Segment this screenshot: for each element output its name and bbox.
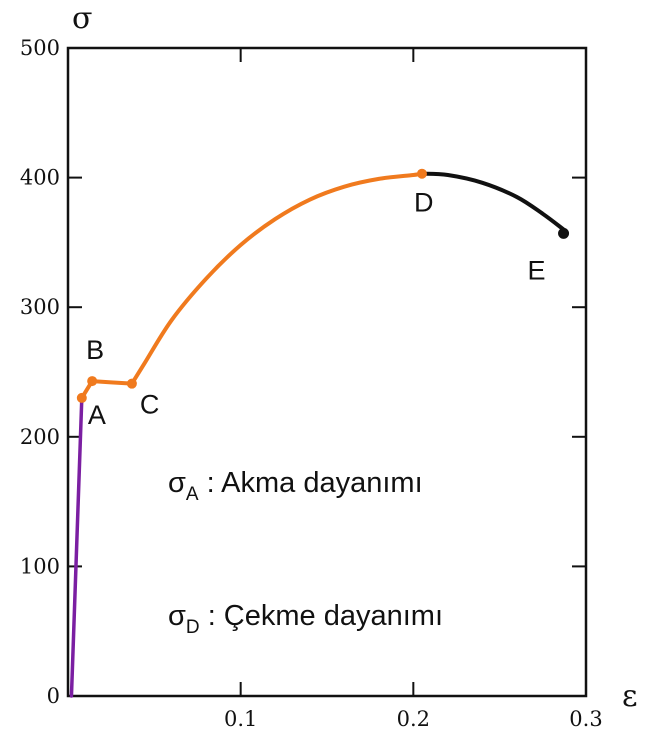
x-axis-label: ε bbox=[622, 679, 638, 714]
y-tick-label: 0 bbox=[47, 684, 60, 708]
y-tick-label: 500 bbox=[20, 36, 60, 60]
y-tick-label: 100 bbox=[20, 554, 60, 578]
x-tick-label: 0.2 bbox=[397, 707, 430, 731]
y-tick-label: 200 bbox=[20, 425, 60, 449]
annotation-symbol: σ bbox=[168, 600, 186, 632]
annotation-subscript: D bbox=[186, 617, 200, 638]
series-necking-line bbox=[419, 171, 566, 232]
point-marker-b bbox=[87, 376, 98, 387]
series-plastic-line bbox=[79, 171, 424, 400]
point-markers: A B C D E bbox=[76, 168, 570, 430]
series-group bbox=[69, 171, 566, 698]
point-label-b: B bbox=[86, 335, 104, 365]
annotation-symbol: σ bbox=[168, 467, 186, 499]
point-label-c: C bbox=[140, 390, 160, 420]
point-label-e: E bbox=[528, 255, 546, 285]
series-elastic-line bbox=[69, 396, 84, 698]
axis-ticks: 0 100 200 300 400 500 0.1 0.2 0.3 bbox=[20, 36, 603, 731]
annotation-tensile-strength: σD : Çekme dayanımı bbox=[168, 600, 443, 638]
plot-frame bbox=[66, 46, 588, 698]
point-label-d: D bbox=[414, 188, 434, 218]
y-axis-label: σ bbox=[72, 1, 92, 36]
x-tick-label: 0.1 bbox=[224, 707, 257, 731]
y-tick-label: 400 bbox=[20, 166, 60, 190]
x-tick-label: 0.3 bbox=[569, 707, 602, 731]
point-marker-a bbox=[76, 392, 87, 403]
point-marker-c bbox=[126, 378, 137, 389]
point-marker-e bbox=[558, 227, 570, 239]
annotation-text: : Çekme dayanımı bbox=[200, 600, 443, 632]
annotation-subscript: A bbox=[186, 484, 199, 505]
annotation-yield-strength: σA : Akma dayanımı bbox=[168, 467, 423, 505]
y-tick-label: 300 bbox=[20, 295, 60, 319]
annotation-text: : Akma dayanımı bbox=[199, 467, 423, 499]
point-marker-d bbox=[416, 168, 427, 179]
point-label-a: A bbox=[88, 400, 106, 430]
